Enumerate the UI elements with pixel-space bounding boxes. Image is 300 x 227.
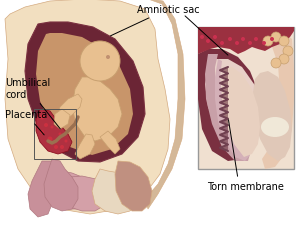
Text: Torn membrane: Torn membrane [207, 181, 284, 191]
Polygon shape [145, 0, 185, 209]
Polygon shape [28, 161, 52, 217]
Circle shape [254, 38, 258, 42]
Bar [34, 109, 76, 159]
Polygon shape [222, 68, 260, 157]
Polygon shape [92, 169, 138, 214]
Polygon shape [215, 60, 250, 161]
Text: Umbilical
cord: Umbilical cord [5, 78, 60, 129]
Text: Amniotic sac: Amniotic sac [110, 5, 199, 37]
Polygon shape [36, 109, 72, 154]
Circle shape [228, 38, 232, 42]
Circle shape [54, 145, 58, 149]
Polygon shape [252, 72, 292, 161]
Circle shape [213, 36, 217, 40]
Circle shape [270, 38, 274, 42]
Circle shape [64, 140, 68, 143]
Polygon shape [36, 34, 133, 155]
Polygon shape [115, 161, 152, 211]
Circle shape [263, 37, 273, 47]
Circle shape [50, 126, 53, 129]
Circle shape [106, 56, 110, 60]
Polygon shape [5, 0, 170, 214]
Circle shape [80, 42, 120, 82]
Polygon shape [198, 28, 294, 55]
Circle shape [220, 42, 224, 46]
Polygon shape [198, 50, 260, 161]
Circle shape [262, 42, 266, 46]
Text: Placenta: Placenta [5, 109, 47, 135]
Polygon shape [205, 60, 262, 151]
Circle shape [248, 42, 252, 46]
Circle shape [241, 38, 245, 42]
Polygon shape [72, 78, 122, 141]
Polygon shape [54, 109, 70, 129]
Circle shape [44, 123, 48, 127]
Circle shape [60, 145, 64, 149]
Polygon shape [262, 28, 294, 169]
Polygon shape [100, 131, 120, 154]
Circle shape [271, 59, 281, 69]
Circle shape [235, 42, 239, 46]
Circle shape [40, 115, 44, 120]
Ellipse shape [261, 118, 289, 137]
Polygon shape [205, 55, 250, 161]
Polygon shape [12, 6, 155, 184]
Polygon shape [58, 95, 82, 121]
Circle shape [279, 55, 289, 65]
Bar [198, 28, 294, 169]
Polygon shape [25, 23, 145, 162]
Circle shape [47, 137, 52, 142]
Polygon shape [220, 68, 228, 151]
Polygon shape [60, 176, 108, 211]
Polygon shape [44, 159, 78, 211]
Circle shape [200, 36, 204, 40]
Circle shape [271, 33, 281, 43]
Circle shape [283, 47, 293, 57]
Polygon shape [75, 134, 95, 159]
Circle shape [206, 40, 210, 44]
Circle shape [58, 133, 61, 136]
Circle shape [40, 131, 44, 134]
Polygon shape [54, 169, 92, 209]
Circle shape [279, 37, 289, 47]
